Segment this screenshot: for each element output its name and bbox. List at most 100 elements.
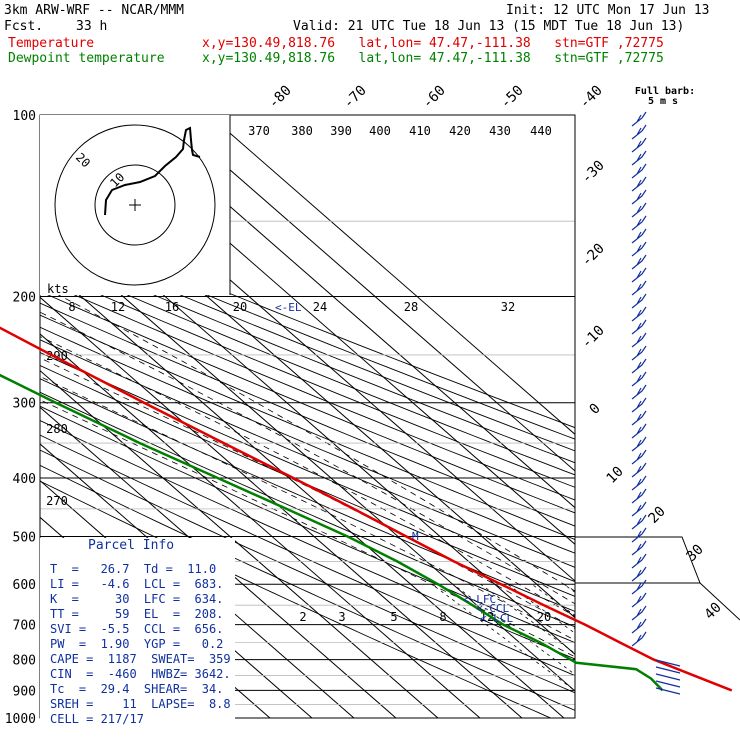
mixing-ratio-label: 3 bbox=[338, 610, 345, 624]
isotherm-label: -70 bbox=[341, 83, 370, 112]
pressure-tick-label: 100 bbox=[13, 109, 36, 124]
wind-barb bbox=[631, 358, 647, 374]
wind-barb bbox=[631, 332, 647, 348]
isotherm-label: 10 bbox=[604, 464, 627, 487]
lfc-label: <-LFC bbox=[463, 593, 496, 606]
pressure-tick-label: 600 bbox=[13, 578, 36, 593]
isotherm-line bbox=[208, 115, 575, 436]
el-label: <-EL bbox=[275, 301, 302, 314]
wind-barb bbox=[631, 137, 647, 153]
wind-barb bbox=[655, 666, 681, 674]
dewpoint-location: x,y=130.49,818.76 lat,lon= 47.47,-111.38… bbox=[202, 51, 664, 66]
wind-barb bbox=[631, 605, 647, 621]
ccl-label: <-CCL bbox=[476, 602, 509, 615]
wind-barb bbox=[631, 280, 647, 296]
wind-barb bbox=[631, 410, 647, 426]
dry-adiabat-label: 420 bbox=[449, 124, 471, 138]
mixing-ratio-label: 2 bbox=[299, 610, 306, 624]
temperature-location: x,y=130.49,818.76 lat,lon= 47.47,-111.38… bbox=[202, 36, 664, 51]
dry-adiabat-label: 390 bbox=[330, 124, 352, 138]
m-label: M bbox=[412, 530, 419, 543]
isotherm-label: -50 bbox=[498, 83, 527, 112]
wind-barb bbox=[631, 488, 647, 504]
parcel-row-tt: TT = 59 EL = 208. bbox=[50, 607, 224, 621]
wind-barb bbox=[631, 618, 647, 634]
parcel-row-t: T = 26.7 Td = 11.0 bbox=[50, 562, 217, 576]
isotherm-label: -40 bbox=[577, 83, 606, 112]
wind-barb bbox=[631, 293, 647, 309]
dry-adiabat-label: 270 bbox=[46, 494, 68, 508]
wind-barb bbox=[631, 111, 647, 127]
isotherm-line bbox=[124, 115, 575, 509]
wind-barb bbox=[631, 553, 647, 569]
isotherm-label: -10 bbox=[579, 323, 608, 352]
forecast-value: 33 h bbox=[76, 19, 108, 34]
isotherm-label: -20 bbox=[579, 241, 608, 270]
isotherm-line bbox=[40, 296, 523, 718]
isotherm-line bbox=[40, 443, 355, 718]
dry-adiabat-label: 280 bbox=[46, 422, 68, 436]
init-time: Init: 12 UTC Mon 17 Jun 13 bbox=[506, 3, 710, 18]
isotherm-line bbox=[166, 115, 575, 472]
model-title: 3km ARW-WRF -- NCAR/MMM bbox=[4, 3, 185, 18]
wind-barb bbox=[631, 241, 647, 257]
isotherm-label: 20 bbox=[646, 504, 669, 527]
isotherm-label: -30 bbox=[579, 158, 608, 187]
pressure-tick-label: 800 bbox=[13, 654, 36, 669]
wind-barb bbox=[631, 254, 647, 270]
parcel-row-svi: SVI = -5.5 CCL = 656. bbox=[50, 622, 224, 636]
wind-barb bbox=[631, 319, 647, 335]
wind-barb bbox=[631, 176, 647, 192]
mixing-ratio-label: 32 bbox=[501, 300, 515, 314]
wind-barb bbox=[655, 673, 681, 681]
plot-frame bbox=[39, 114, 576, 719]
dry-adiabat-label: 380 bbox=[291, 124, 313, 138]
wind-barb bbox=[631, 345, 647, 361]
mixing-ratio-label: 20 bbox=[233, 300, 247, 314]
parcel-info-title: Parcel Info bbox=[88, 538, 175, 553]
parcel-row-li: LI = -4.6 LCL = 683. bbox=[50, 577, 224, 591]
wind-barb bbox=[655, 659, 681, 667]
hodograph-origin-cross bbox=[129, 199, 141, 211]
forecast-label: Fcst. bbox=[4, 19, 44, 34]
wind-barbs bbox=[631, 111, 681, 695]
wind-barb bbox=[631, 150, 647, 166]
parcel-row-k: K = 30 LFC = 634. bbox=[50, 592, 224, 606]
wind-barb bbox=[631, 566, 647, 582]
mixing-ratio-line bbox=[507, 583, 575, 634]
isotherm-label: -60 bbox=[420, 83, 449, 112]
wind-barb bbox=[631, 215, 647, 231]
wind-barb bbox=[631, 384, 647, 400]
mixing-ratio-label: 16 bbox=[165, 300, 179, 314]
isotherm-label: -80 bbox=[266, 83, 295, 112]
hodograph-ring-10 bbox=[94, 164, 176, 246]
wind-barb bbox=[631, 228, 647, 244]
wind-barb bbox=[631, 124, 647, 140]
wind-barb bbox=[631, 423, 647, 439]
wind-barb bbox=[655, 680, 681, 688]
mixing-ratio-label: 24 bbox=[313, 300, 327, 314]
isotherm-line bbox=[40, 259, 565, 718]
mixing-ratio-label: 8 bbox=[439, 610, 446, 624]
wind-barb bbox=[631, 202, 647, 218]
parcel-row-cape: CAPE = 1187 SWEAT= 359 bbox=[50, 652, 231, 666]
mixing-ratio-label: 8 bbox=[68, 300, 75, 314]
barb-panel-outline bbox=[575, 582, 740, 621]
wind-barb bbox=[631, 527, 647, 543]
dry-adiabat-label: 440 bbox=[530, 124, 552, 138]
wind-barb bbox=[631, 371, 647, 387]
mixing-ratio-label: 20 bbox=[537, 610, 551, 624]
temperature-legend-label: Temperature bbox=[8, 36, 95, 51]
pressure-tick-label: 900 bbox=[13, 684, 36, 699]
wind-barb bbox=[631, 514, 647, 530]
isotherm-label: 30 bbox=[684, 542, 707, 565]
dry-adiabat-label: 370 bbox=[248, 124, 270, 138]
pressure-tick-label: 1000 bbox=[5, 712, 36, 727]
wind-barb bbox=[631, 449, 647, 465]
barb-legend-title: Full barb: bbox=[635, 86, 695, 97]
dewpoint-trace bbox=[0, 373, 664, 692]
barb-legend-units: 5 m s bbox=[648, 96, 678, 107]
dry-adiabat-label: 430 bbox=[489, 124, 511, 138]
